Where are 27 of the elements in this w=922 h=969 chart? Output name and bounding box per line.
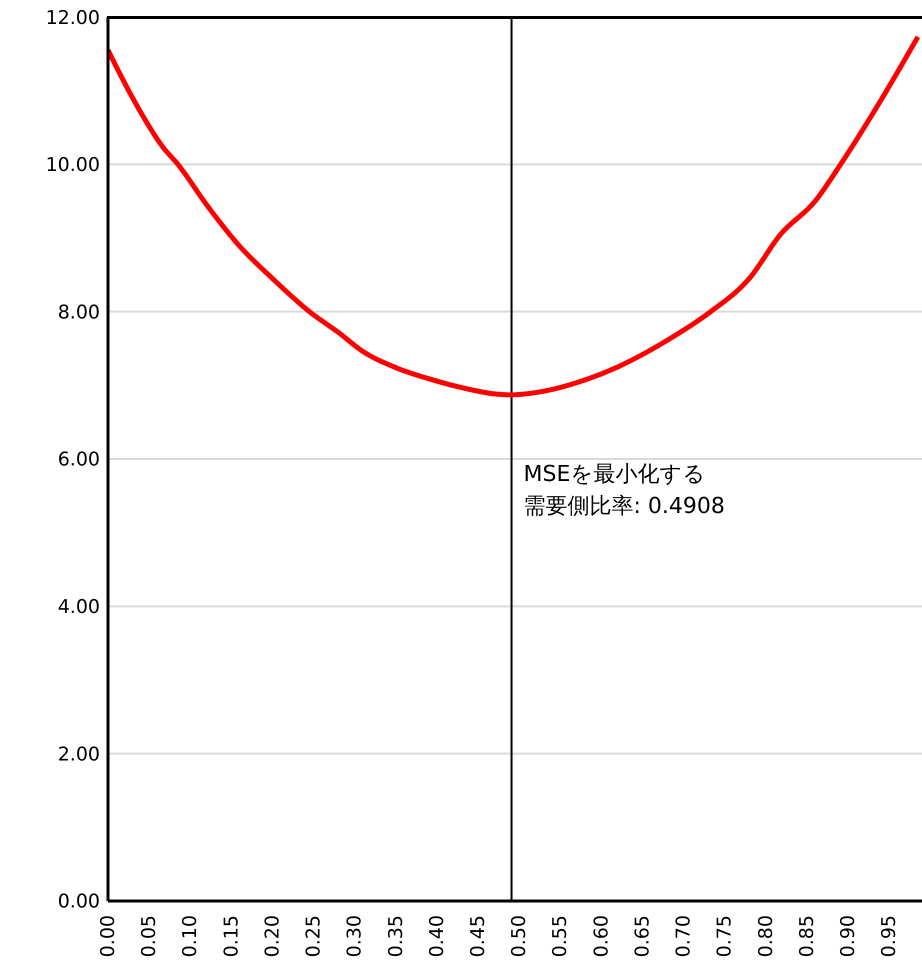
x-tick-label: 0.60	[590, 915, 612, 958]
x-tick-label: 0.55	[549, 915, 572, 958]
x-tick-label: 0.20	[261, 915, 284, 958]
y-tick-label: 4.00	[58, 596, 100, 618]
x-tick-label: 0.70	[672, 915, 695, 958]
x-tick-label: 0.90	[837, 915, 859, 958]
x-tick-label: 0.45	[467, 915, 489, 958]
x-tick-label: 0.40	[426, 915, 448, 958]
x-tick-label: 0.05	[138, 915, 160, 958]
x-tick-label: 0.65	[631, 915, 654, 958]
y-tick-label: 12.00	[46, 6, 100, 29]
x-tick-label: 0.80	[754, 915, 777, 958]
x-tick-label: 0.75	[714, 915, 736, 958]
x-tick-label: 0.50	[508, 915, 530, 958]
y-tick-label: 8.00	[58, 301, 100, 324]
x-tick-label: 0.30	[344, 915, 366, 958]
x-tick-label: 0.95	[878, 915, 900, 958]
y-tick-label: 0.00	[58, 890, 100, 913]
y-tick-label: 10.00	[46, 154, 100, 176]
y-tick-label: 2.00	[58, 743, 100, 766]
x-tick-label: 0.10	[179, 915, 202, 958]
y-tick-label: 6.00	[58, 448, 100, 471]
x-tick-label: 0.15	[220, 915, 242, 958]
x-tick-label: 0.25	[302, 915, 325, 958]
x-tick-label: 0.85	[796, 915, 818, 958]
ref-line-label: MSEを最小化する需要側比率: 0.4908	[524, 462, 725, 520]
x-tick-label: 0.35	[384, 915, 407, 958]
